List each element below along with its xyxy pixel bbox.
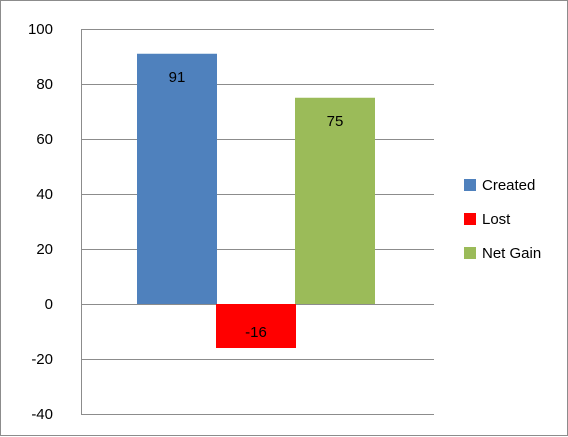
y-tick-label-6: -20 [31, 351, 53, 368]
legend-label-lost: Lost [482, 211, 511, 228]
legend-item-created: Created [464, 177, 535, 194]
legend-item-net-gain: Net Gain [464, 245, 541, 262]
legend-item-lost: Lost [464, 211, 511, 228]
y-tick-label-5: 0 [45, 296, 53, 313]
legend: Created Lost Net Gain [464, 177, 541, 262]
y-tick-labels: 100 80 60 40 20 0 -20 -40 [28, 21, 53, 423]
gridlines [81, 29, 434, 415]
legend-swatch-lost [464, 213, 476, 225]
y-tick-label-3: 40 [36, 186, 53, 203]
y-tick-label-4: 20 [36, 241, 53, 258]
legend-swatch-net-gain [464, 247, 476, 259]
y-tick-label-0: 100 [28, 21, 53, 38]
bars: 91 -16 75 [137, 53, 375, 348]
data-label-created: 91 [169, 69, 186, 86]
data-label-lost: -16 [245, 324, 267, 341]
legend-swatch-created [464, 179, 476, 191]
legend-label-created: Created [482, 177, 535, 194]
bar-lost [216, 304, 296, 348]
bar-net-gain [295, 97, 375, 304]
y-tick-label-7: -40 [31, 406, 53, 423]
data-label-net-gain: 75 [327, 113, 344, 130]
y-tick-label-1: 80 [36, 76, 53, 93]
y-tick-label-2: 60 [36, 131, 53, 148]
legend-label-net-gain: Net Gain [482, 245, 541, 262]
bar-created [137, 53, 217, 304]
